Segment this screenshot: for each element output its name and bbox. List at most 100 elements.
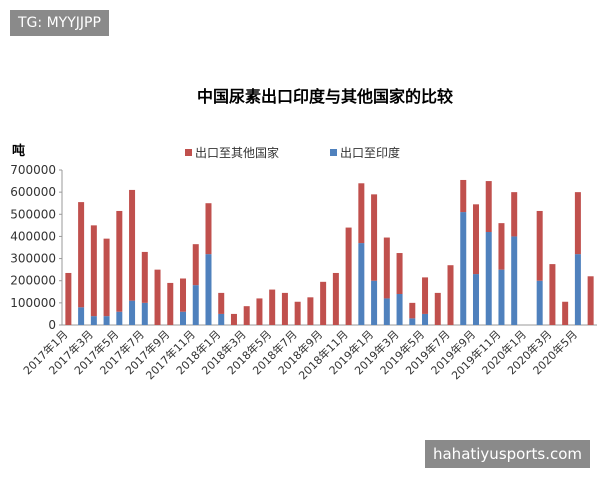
- bar-segment: [562, 301, 569, 325]
- bar-segment: [243, 306, 250, 325]
- x-tick-label: 2020年1月: [479, 327, 529, 377]
- x-tick-label: 2019年3月: [351, 327, 401, 377]
- bar-segment: [129, 189, 136, 301]
- y-axis-label: 吨: [12, 143, 25, 159]
- bar-segment: [332, 272, 339, 325]
- bar-segment: [129, 300, 136, 325]
- bar-segment: [358, 243, 365, 325]
- bar-segment: [498, 223, 505, 270]
- bar-segment: [218, 292, 225, 314]
- legend-swatch: [185, 149, 192, 156]
- bar-segment: [78, 307, 85, 325]
- y-tick-label: 0: [48, 318, 56, 332]
- bar-segment: [116, 210, 123, 312]
- x-tick-label: 2018年3月: [199, 327, 249, 377]
- bar-segment: [141, 251, 148, 303]
- bar-segment: [485, 232, 492, 325]
- bar-segment: [218, 313, 225, 325]
- x-tick-label: 2017年5月: [71, 327, 121, 377]
- bar-segment: [78, 202, 85, 308]
- x-tick-label: 2019年9月: [428, 327, 478, 377]
- x-tick-label: 2017年1月: [20, 327, 70, 377]
- y-tick-label: 100000: [10, 296, 56, 310]
- x-tick-label: 2017年3月: [46, 327, 96, 377]
- x-tick-label: 2020年3月: [504, 327, 554, 377]
- bar-segment: [167, 282, 174, 325]
- x-tick-label: 2018年9月: [275, 327, 325, 377]
- x-tick-label: 2018年1月: [173, 327, 223, 377]
- bar-segment: [396, 253, 403, 294]
- x-tick-label: 2020年5月: [530, 327, 580, 377]
- bar-segment: [256, 298, 263, 325]
- bar-segment: [422, 313, 429, 325]
- bar-segment: [549, 264, 556, 325]
- tag: TG: MYYJJPP: [10, 10, 109, 36]
- bar-segment: [269, 289, 276, 325]
- bar-segment: [205, 203, 212, 255]
- bar-segment: [65, 272, 72, 325]
- bar-segment: [460, 212, 467, 325]
- bar-segment: [574, 254, 581, 325]
- bar-segment: [511, 192, 518, 237]
- bar-segment: [447, 265, 454, 325]
- y-tick-label: 400000: [10, 229, 56, 243]
- bar-segment: [180, 278, 187, 312]
- bar-segment: [422, 277, 429, 314]
- legend-label: 出口至印度: [340, 145, 400, 160]
- x-tick-label: 2019年1月: [326, 327, 376, 377]
- x-tick-label: 2019年5月: [377, 327, 427, 377]
- legend-label: 出口至其他国家: [195, 145, 279, 160]
- bar-segment: [192, 285, 199, 325]
- bar-segment: [434, 292, 441, 325]
- site-label: hahatiyusports.com: [424, 440, 590, 468]
- bar-segment: [230, 313, 237, 325]
- x-tick-label: 2018年11月: [296, 327, 351, 382]
- x-tick-label: 2019年11月: [448, 327, 503, 382]
- bar-segment: [294, 301, 301, 325]
- bar-segment: [192, 244, 199, 286]
- bar-segment: [205, 254, 212, 325]
- x-tick-label: 2017年7月: [97, 327, 147, 377]
- bar-segment: [536, 210, 543, 281]
- bar-segment: [396, 294, 403, 325]
- bar-segment: [320, 281, 327, 325]
- bar-segment: [345, 227, 352, 325]
- bar-segment: [409, 318, 416, 325]
- y-tick-label: 700000: [10, 163, 56, 177]
- bar-segment: [358, 183, 365, 244]
- y-tick-label: 600000: [10, 185, 56, 199]
- legend-swatch: [330, 149, 337, 156]
- chart-title: 中国尿素出口印度与其他国家的比较: [197, 87, 453, 106]
- bar-segment: [116, 311, 123, 325]
- bar-segment: [371, 194, 378, 281]
- y-tick-label: 200000: [10, 274, 56, 288]
- x-tick-label: 2017年11月: [143, 327, 198, 382]
- bar-segment: [460, 179, 467, 213]
- bar-segment: [103, 238, 110, 317]
- bar-segment: [472, 204, 479, 275]
- bar-segment: [383, 298, 390, 325]
- bar-segment: [307, 297, 314, 325]
- bar-segment: [383, 237, 390, 299]
- bar-segment: [498, 269, 505, 325]
- chart: 中国尿素出口印度与其他国家的比较 吨 0 100000 200000 300000 40…: [10, 87, 597, 382]
- bar-segment: [574, 192, 581, 255]
- x-tick-label: 2018年7月: [250, 327, 300, 377]
- bar-segment: [90, 316, 97, 325]
- bar-segment: [485, 181, 492, 232]
- bar-segment: [536, 280, 543, 325]
- bar-segment: [511, 236, 518, 325]
- bar-segment: [587, 276, 594, 325]
- x-tick-label: 2017年9月: [122, 327, 172, 377]
- bar-segment: [409, 302, 416, 319]
- bar-segment: [90, 225, 97, 317]
- bar-segment: [180, 311, 187, 325]
- x-tick-label: 2018年5月: [224, 327, 274, 377]
- y-tick-label: 300000: [10, 252, 56, 266]
- y-tick-label: 500000: [10, 207, 56, 221]
- bar-segment: [371, 280, 378, 325]
- bar-segment: [141, 302, 148, 325]
- bar-segment: [472, 274, 479, 325]
- bar-segment: [281, 292, 288, 325]
